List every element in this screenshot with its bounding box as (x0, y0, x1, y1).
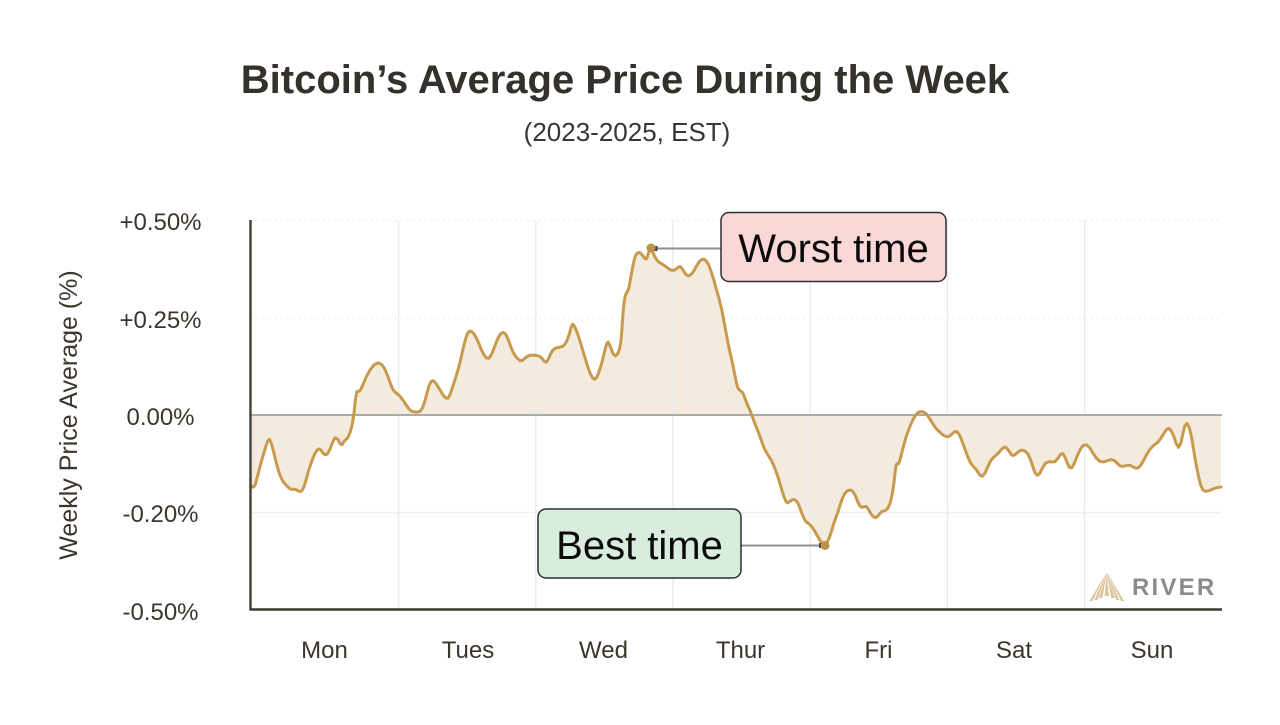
svg-text:Wed: Wed (579, 637, 628, 664)
svg-text:RIVER: RIVER (1132, 574, 1216, 601)
svg-text:-0.20%: -0.20% (122, 501, 198, 528)
svg-text:Sun: Sun (1131, 637, 1174, 664)
svg-text:+0.25%: +0.25% (119, 307, 201, 334)
svg-text:Thur: Thur (716, 637, 765, 664)
svg-text:Mon: Mon (301, 637, 348, 664)
svg-text:Worst time: Worst time (738, 227, 928, 271)
svg-text:(2023-2025, EST): (2023-2025, EST) (524, 117, 731, 147)
svg-text:+0.50%: +0.50% (119, 209, 201, 236)
svg-text:Bitcoin’s Average Price During: Bitcoin’s Average Price During the Week (241, 58, 1010, 102)
svg-text:-0.50%: -0.50% (122, 599, 198, 626)
svg-text:Weekly Price Average (%): Weekly Price Average (%) (55, 270, 83, 559)
svg-text:Fri: Fri (865, 637, 893, 664)
svg-text:0.00%: 0.00% (126, 404, 194, 431)
svg-text:Best time: Best time (556, 524, 723, 568)
svg-text:Sat: Sat (996, 637, 1032, 664)
svg-text:Tues: Tues (442, 637, 494, 664)
